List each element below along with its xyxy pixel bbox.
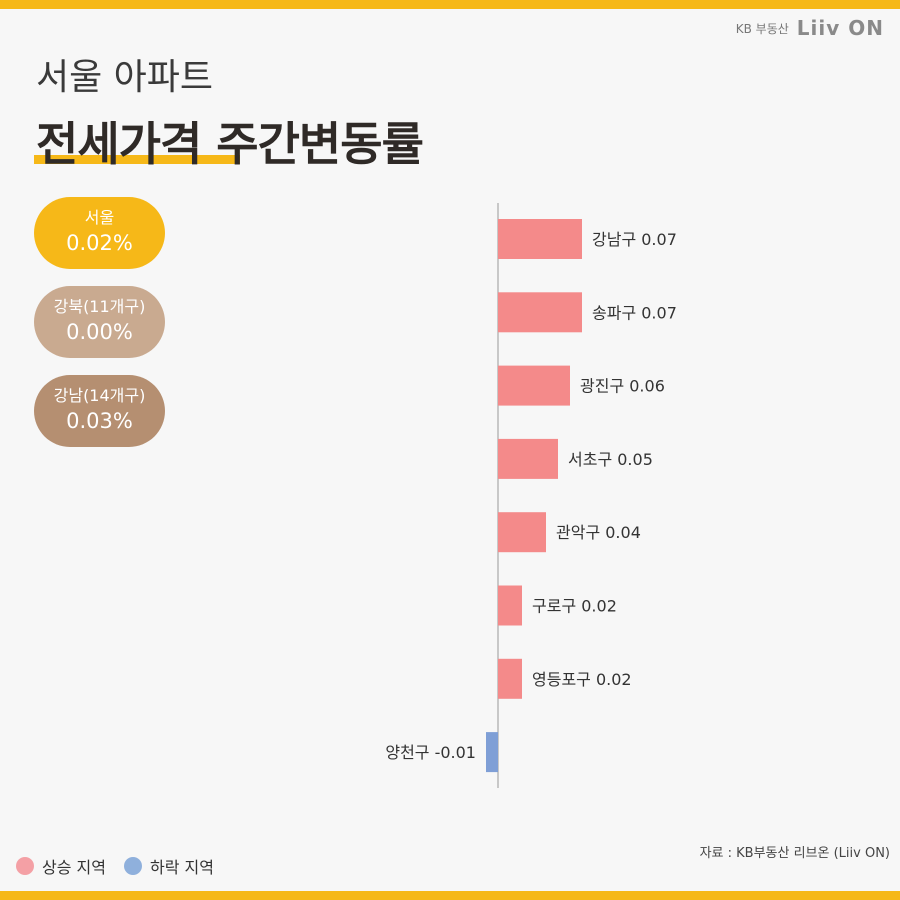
page-title: 전세가격 주간변동률	[36, 117, 424, 171]
bar-label-서초구: 서초구 0.05	[568, 450, 653, 469]
bar-서초구	[498, 438, 558, 479]
bottom-border	[0, 891, 900, 900]
bar-label-광진구: 광진구 0.06	[580, 377, 665, 396]
summary-pill-gangnam: 강남(14개구) 0.03%	[34, 375, 165, 447]
legend-label-up: 상승 지역	[42, 858, 106, 877]
bar-label-구로구: 구로구 0.02	[532, 597, 617, 616]
legend-label-down: 하락 지역	[149, 858, 214, 877]
bar-label-강남구: 강남구 0.07	[592, 230, 677, 249]
summary-value: 0.03%	[66, 409, 133, 433]
bar-송파구	[498, 292, 582, 333]
kb-logo-text: KB 부동산	[735, 21, 789, 36]
bar-label-관악구: 관악구 0.04	[556, 523, 641, 542]
liiv-on-logo: Liiv ON	[796, 16, 884, 40]
bar-영등포구	[498, 658, 522, 699]
bar-label-양천구: 양천구 -0.01	[385, 743, 476, 762]
summary-label: 강남(14개구)	[53, 386, 146, 405]
bar-광진구	[498, 365, 570, 406]
page-subtitle: 서울 아파트	[36, 57, 214, 98]
title-highlight	[34, 155, 240, 164]
summary-label: 강북(11개구)	[53, 297, 146, 316]
source-note: 자료 : KB부동산 리브온 (Liiv ON)	[699, 846, 890, 861]
bar-관악구	[498, 512, 546, 553]
summary-pill-seoul: 서울 0.02%	[34, 197, 165, 269]
legend-dot-down	[123, 857, 142, 875]
legend-dot-up	[16, 857, 34, 875]
bar-label-송파구: 송파구 0.07	[592, 303, 677, 322]
summary-value: 0.02%	[66, 231, 133, 255]
summary-value: 0.00%	[66, 320, 133, 344]
bar-label-영등포구: 영등포구 0.02	[532, 670, 632, 689]
legend: 상승 지역 하락 지역	[16, 854, 232, 878]
bar-구로구	[498, 585, 522, 626]
bar-강남구	[498, 219, 582, 259]
summary-label: 서울	[84, 208, 115, 227]
legend-item-down: 하락 지역	[123, 854, 214, 878]
summary-pill-gangbuk: 강북(11개구) 0.00%	[34, 286, 165, 358]
top-border	[0, 0, 900, 9]
bar-양천구	[486, 732, 498, 773]
legend-item-up: 상승 지역	[16, 854, 106, 878]
brand-logo: KB 부동산 Liiv ON	[736, 16, 884, 40]
